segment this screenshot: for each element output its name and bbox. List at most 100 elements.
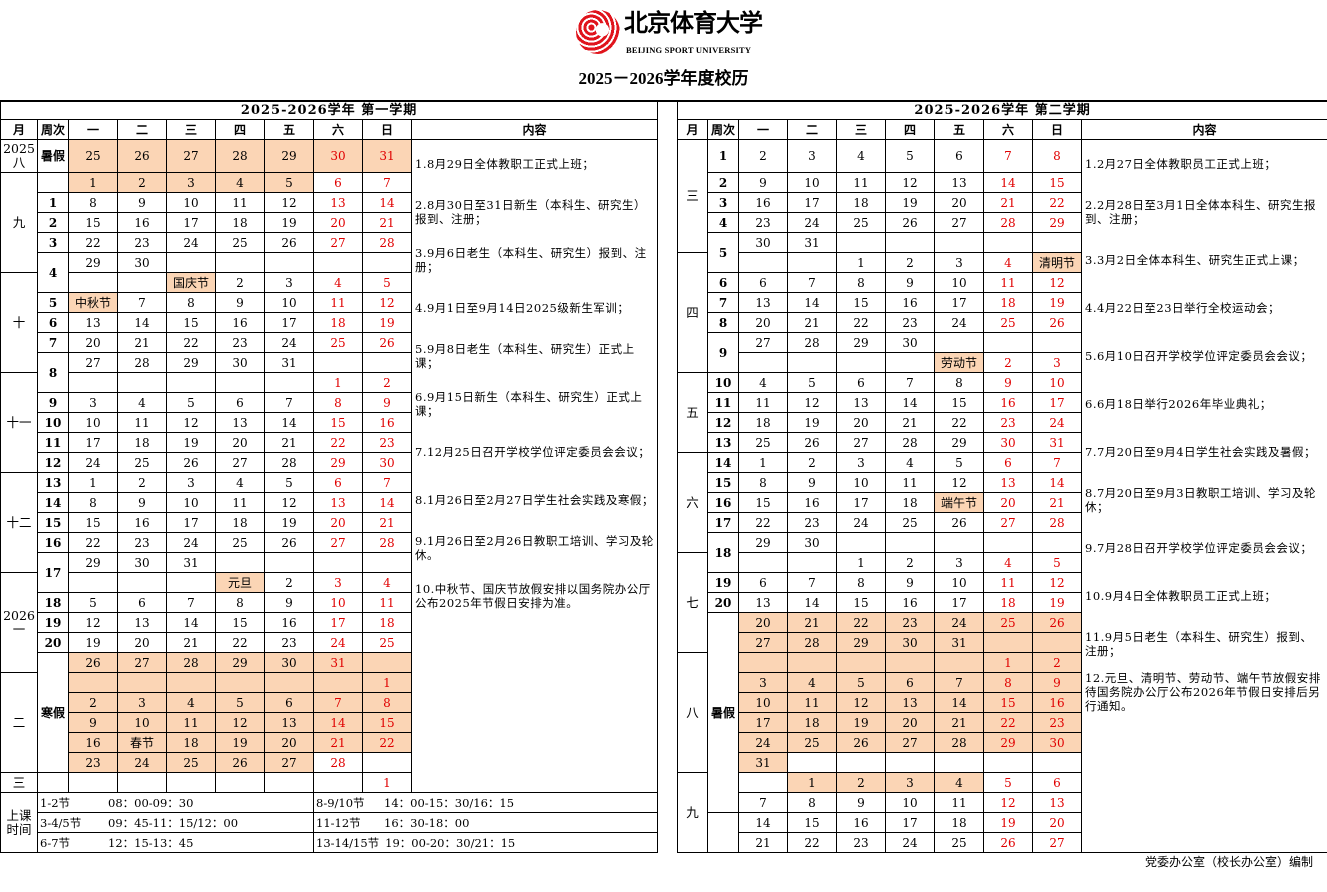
day-cell: 4 [117,392,167,413]
day-cell: 6 [264,692,314,713]
table-row: 劳动节 2 3 [678,352,1327,373]
table-row: 1 8 9 10 11 12 13 14 [1,192,658,213]
day-cell: 24 [885,832,935,853]
day-cell [68,272,118,293]
table-row: 16 春节 18 19 20 21 22 [1,732,658,753]
day-cell: 15 [836,592,886,613]
semester-title-row: 2025-2026学年 第二学期 [676,101,1327,120]
day-cell: 27 [738,632,788,653]
day-cell: 23 [68,752,118,773]
day-cell: 25 [983,612,1033,633]
day-cell: 15 [1032,172,1082,193]
month-cell: 十二 [0,472,38,573]
day-cell: 22 [1032,192,1082,213]
day-cell: 13 [738,292,788,313]
day-cell: 16 [362,412,412,433]
content-item-text: 5.9月8日老生（本科生、研究生）正式上课； [415,342,635,370]
day-cell: 25 [787,732,837,753]
day-cell: 9 [215,292,265,313]
day-cell: 3 [787,139,837,173]
day-cell: 30 [362,452,412,473]
week-number-cell: 13 [37,472,69,493]
day-cell: 12 [166,412,216,433]
day-cell: 28 [885,432,935,453]
day-cell: 16 [885,292,935,313]
day-cell: 7 [934,672,984,693]
day-cell: 14 [117,312,167,333]
day-cell: 4 [787,672,837,693]
week-number-cell: 18 [37,592,69,613]
day-cell: 27 [313,532,363,553]
day-cell: 13 [68,312,118,333]
table-row: 4 23 24 25 26 27 28 29 [678,212,1327,233]
day-cell: 1 [836,552,886,573]
day-cell: 24 [934,312,984,333]
day-cell: 14 [166,612,216,633]
day-cell: 26 [264,532,314,553]
day-cell: 23 [117,532,167,553]
day-cell: 10 [836,472,886,493]
day-cell: 23 [787,512,837,533]
day-cell: 15 [836,292,886,313]
day-cell: 6 [836,372,886,393]
month-cell: 十 [0,272,38,373]
table-row: 16 15 16 17 18 端午节 20 21 [678,492,1327,513]
day-cell: 20 [934,192,984,213]
class-time: 19：00-20：30/21：15 [385,835,516,850]
month-cell: 三 [0,772,38,793]
day-cell: 12 [836,692,886,713]
day-cell: 15 [166,312,216,333]
day-cell: 19 [1032,292,1082,313]
day-cell: 17 [885,812,935,833]
day-cell: 14 [313,712,363,733]
day-cell: 11 [215,192,265,213]
week-number-cell: 19 [37,612,69,633]
table-row: 24 25 26 27 28 29 30 [678,732,1327,753]
day-cell: 28 [264,452,314,473]
content-item: 10.中秋节、国庆节放假安排以国务院办公厅公布2025年节假日安排为准。 [413,572,657,620]
week-number-cell [37,172,69,193]
content-item: 6.6月18日举行2026年毕业典礼； [1083,380,1327,428]
day-cell [738,652,788,673]
day-cell [313,772,363,793]
day-cell: 14 [738,812,788,833]
day-cell: 5 [215,692,265,713]
day-cell: 12 [264,192,314,213]
day-cell: 10 [787,172,837,193]
month-cell: 2026 一 [0,572,38,673]
day-cell: 4 [738,372,788,393]
class-time-cell: 11-12节 16：30-18：00 [312,812,659,833]
week-number-cell: 14 [37,492,69,513]
month-cell: 三 [677,139,708,253]
day-cell [1032,532,1082,553]
day-cell: 7 [885,372,935,393]
header-weekday: 二 [787,119,837,140]
day-cell: 31 [934,632,984,653]
day-cell: 21 [787,312,837,333]
day-cell: 16 [68,732,118,753]
day-cell: 16 [885,592,935,613]
day-cell: 6 [934,139,984,173]
semester-title: 2025-2026学年 第一学期 [0,101,659,120]
day-cell: 23 [836,832,886,853]
day-cell: 29 [313,452,363,473]
day-cell: 4 [983,552,1033,573]
day-cell: 7 [787,272,837,293]
class-time: 09：45-11：15/12：00 [108,815,239,830]
day-cell: 24 [934,612,984,633]
day-cell: 14 [983,172,1033,193]
content-item-text: 10.中秋节、国庆节放假安排以国务院办公厅公布2025年节假日安排为准。 [415,582,651,610]
day-cell: 24 [787,212,837,233]
day-cell: 4 [934,772,984,793]
day-cell: 21 [166,632,216,653]
day-cell: 18 [983,592,1033,613]
day-cell: 9 [68,712,118,733]
day-cell: 25 [934,832,984,853]
day-cell: 31 [787,232,837,253]
content-item-text: 2.8月30日至31日新生（本科生、研究生）报到、注册； [415,198,647,226]
day-cell [885,232,935,253]
day-cell: 26 [787,432,837,453]
day-cell [264,672,314,693]
day-cell: 17 [313,612,363,633]
week-number-cell: 4 [37,252,69,293]
